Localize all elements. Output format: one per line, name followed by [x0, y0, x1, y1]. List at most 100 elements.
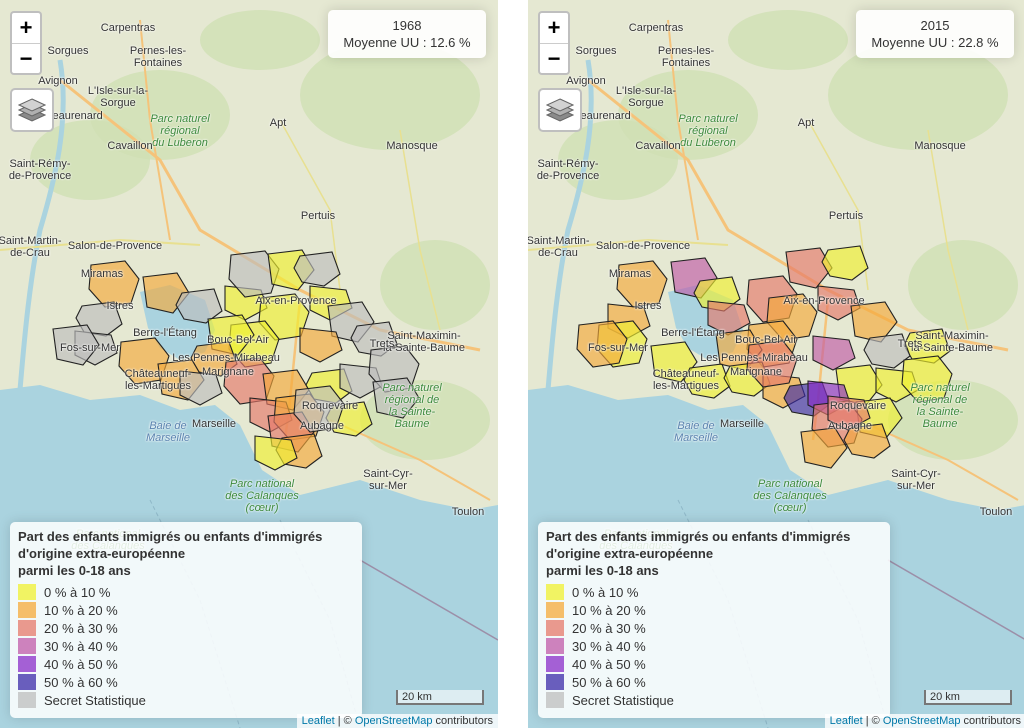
map-label: Pertuis — [300, 210, 336, 222]
map-label: Marignane — [730, 366, 782, 378]
legend: Part des enfants immigrés ou enfants d'i… — [10, 522, 362, 718]
attribution: Leaflet | © OpenStreetMap contributors — [296, 714, 498, 728]
map-label: Cavaillon — [635, 140, 681, 152]
map-label: Parc naturel régional du Luberon — [150, 113, 210, 149]
commune-polygon[interactable] — [817, 285, 861, 321]
legend-item: 10 % à 20 % — [546, 601, 882, 619]
map-label: Berre-l'Étang — [133, 327, 197, 339]
year-label: 2015 — [920, 18, 950, 33]
commune-polygon[interactable] — [843, 423, 891, 459]
osm-link[interactable]: OpenStreetMap — [882, 715, 961, 727]
commune-polygon[interactable] — [785, 247, 833, 289]
map-label: Istres — [106, 300, 134, 312]
map-label: Miramas — [80, 268, 124, 280]
map-label: Marseille — [719, 418, 765, 430]
legend-swatch — [18, 620, 36, 636]
commune-polygon[interactable] — [228, 250, 280, 298]
legend-label: 10 % à 20 % — [44, 602, 118, 618]
legend-item: 20 % à 30 % — [18, 619, 354, 637]
map-label: Manosque — [386, 140, 438, 152]
osm-link[interactable]: OpenStreetMap — [354, 715, 433, 727]
year-info-box: 2015 Moyenne UU : 22.8 % — [856, 10, 1014, 58]
map-label: Aix-en-Provence — [783, 295, 865, 307]
commune-polygon[interactable] — [576, 320, 628, 368]
map-label: Parc naturel régional du Luberon — [678, 113, 738, 149]
legend-rows: 0 % à 10 % 10 % à 20 % 20 % à 30 % 30 % à 4… — [18, 583, 354, 709]
commune-polygon[interactable] — [179, 370, 223, 406]
commune-polygon[interactable] — [863, 333, 911, 369]
commune-polygon[interactable] — [707, 300, 751, 336]
legend-label: 0 % à 10 % — [44, 584, 111, 600]
commune-polygon[interactable] — [175, 288, 223, 324]
scale-bar: 20 km — [924, 690, 1012, 705]
commune-polygon[interactable] — [299, 327, 343, 363]
map-label: Aubagne — [827, 420, 873, 432]
legend-swatch — [546, 674, 564, 690]
legend-rows: 0 % à 10 % 10 % à 20 % 20 % à 30 % 30 % à 4… — [546, 583, 882, 709]
legend-item: 0 % à 10 % — [18, 583, 354, 601]
map-label: Marignane — [202, 366, 254, 378]
zoom-in-button[interactable]: + — [12, 13, 40, 44]
attribution-suffix: contributors — [432, 715, 493, 727]
commune-polygon[interactable] — [88, 260, 140, 308]
map-label: Saint-Maximin- la-Sainte-Baume — [911, 330, 993, 354]
leaflet-link[interactable]: Leaflet — [301, 715, 335, 727]
legend-label: Secret Statistique — [44, 692, 146, 708]
zoom-out-button[interactable]: − — [547, 46, 561, 71]
map-label: Saint-Rémy- de-Provence — [8, 158, 72, 182]
legend-swatch — [18, 692, 36, 708]
legend-label: 10 % à 20 % — [572, 602, 646, 618]
map-label: Les Pennes-Mirabeau — [172, 352, 280, 364]
legend-item: 50 % à 60 % — [18, 673, 354, 691]
commune-polygon[interactable] — [901, 355, 953, 403]
legend-label: 0 % à 10 % — [572, 584, 639, 600]
commune-polygon[interactable] — [616, 260, 668, 308]
map-label: Baie de Marseille — [145, 420, 191, 444]
legend-label: 30 % à 40 % — [572, 638, 646, 654]
map-label: Trets — [369, 338, 395, 350]
legend-item: Secret Statistique — [546, 691, 882, 709]
commune-polygon[interactable] — [254, 435, 298, 471]
commune-polygon[interactable] — [372, 377, 420, 419]
map-panel-2015[interactable]: Carpentras Sorgues Pernes-les- Fontaines Av… — [528, 0, 1024, 728]
commune-polygon[interactable] — [812, 335, 856, 371]
map-label: Avignon — [38, 75, 78, 87]
legend-item: 40 % à 50 % — [546, 655, 882, 673]
layers-button[interactable] — [538, 88, 582, 132]
legend-swatch — [546, 620, 564, 636]
commune-polygon[interactable] — [827, 395, 871, 431]
year-label: 1968 — [392, 18, 422, 33]
map-label: Saint-Cyr- sur-Mer — [891, 468, 941, 492]
legend-title: Part des enfants immigrés ou enfants d'i… — [546, 528, 882, 579]
attribution-separator: | © — [334, 715, 355, 727]
map-label: Sorgues — [47, 45, 89, 57]
layers-button[interactable] — [10, 88, 54, 132]
map-label: Toulon — [979, 506, 1013, 518]
map-panel-1968[interactable]: Carpentras Sorgues Pernes-les- Fontaines Av… — [0, 0, 498, 728]
legend-item: 10 % à 20 % — [18, 601, 354, 619]
commune-polygon[interactable] — [821, 245, 869, 281]
map-label: Pernes-les- Fontaines — [657, 45, 715, 69]
mean-label: Moyenne UU : 22.8 % — [871, 35, 999, 50]
legend-swatch — [18, 584, 36, 600]
zoom-in-button[interactable]: + — [540, 13, 568, 44]
map-label: Salon-de-Provence — [595, 240, 691, 252]
legend-label: Secret Statistique — [572, 692, 674, 708]
map-label: Les Pennes-Mirabeau — [700, 352, 808, 364]
commune-polygon[interactable] — [850, 301, 898, 343]
legend-item: 40 % à 50 % — [18, 655, 354, 673]
map-label: Pertuis — [828, 210, 864, 222]
communes-layer — [576, 245, 953, 469]
commune-polygon[interactable] — [746, 340, 798, 388]
year-info-box: 1968 Moyenne UU : 12.6 % — [328, 10, 486, 58]
map-label: Fos-sur-Mer — [60, 342, 120, 354]
legend-item: 0 % à 10 % — [546, 583, 882, 601]
commune-polygon[interactable] — [52, 324, 100, 366]
commune-polygon[interactable] — [293, 385, 345, 433]
commune-polygon[interactable] — [293, 251, 341, 287]
map-label: Sorgues — [575, 45, 617, 57]
map-label: Salon-de-Provence — [67, 240, 163, 252]
commune-polygon[interactable] — [800, 427, 848, 469]
leaflet-link[interactable]: Leaflet — [829, 715, 863, 727]
zoom-out-button[interactable]: − — [19, 46, 33, 71]
